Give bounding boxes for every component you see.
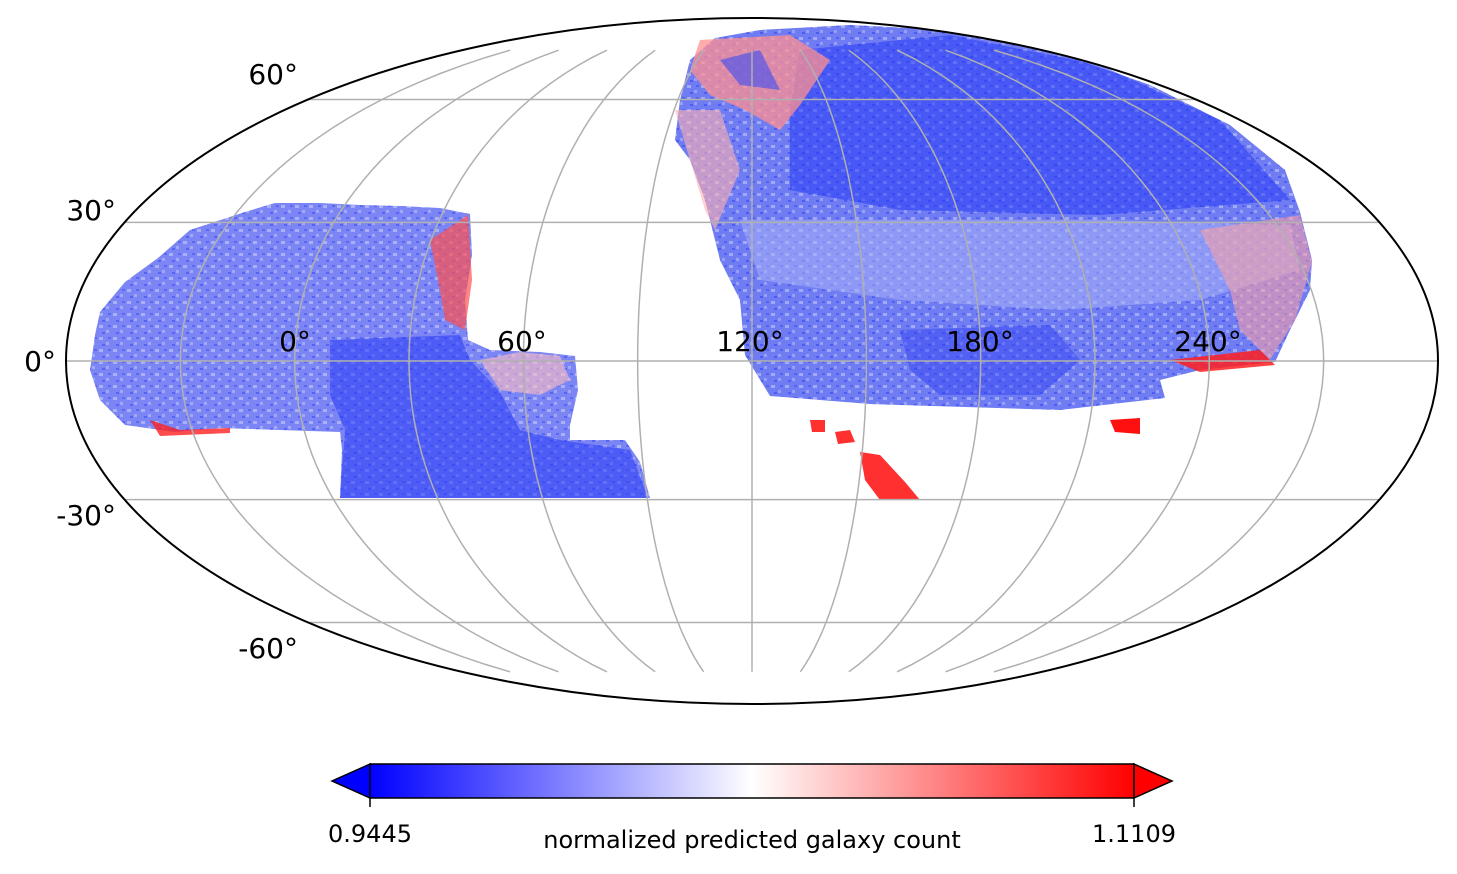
lon-tick-240: 240° — [1174, 325, 1241, 358]
lon-tick-180: 180° — [946, 325, 1013, 358]
meridian-line — [636, 49, 705, 673]
colorbar-extend-high — [1133, 762, 1174, 800]
meridian-line — [945, 49, 1211, 673]
meridian-line — [848, 49, 982, 673]
meridian-line — [408, 49, 608, 673]
lat-tick-0: 0° — [24, 345, 56, 378]
colorbar-max-label: 1.1109 — [1092, 820, 1176, 848]
longitude-tick-labels: 0° 60° 120° 180° 240° — [279, 325, 1242, 358]
colorbar: 0.9445 1.1109 normalized predicted galax… — [328, 762, 1176, 854]
meridian-line — [896, 49, 1096, 673]
lon-tick-0: 0° — [279, 325, 311, 358]
colorbar-gradient — [369, 763, 1135, 799]
map-outline — [65, 17, 1439, 705]
lon-tick-60: 60° — [497, 325, 547, 358]
meridian-line — [993, 49, 1325, 673]
latitude-tick-labels: 60° 30° 0° -30° -60° — [24, 58, 298, 665]
southern-islands-region — [810, 420, 920, 500]
lat-tick-minus60: -60° — [238, 632, 298, 665]
lat-tick-30: 30° — [66, 194, 116, 227]
colorbar-title: normalized predicted galaxy count — [543, 826, 961, 854]
map-data-layer — [90, 25, 1312, 500]
meridian-line — [179, 49, 511, 673]
lat-tick-60: 60° — [248, 58, 298, 91]
colorbar-min-label: 0.9445 — [328, 820, 412, 848]
lon-tick-120: 120° — [716, 325, 783, 358]
lat-tick-minus30: -30° — [56, 499, 116, 532]
meridian-line — [293, 49, 559, 673]
graticule — [66, 49, 1438, 673]
colorbar-extend-low — [330, 762, 371, 800]
meridian-line — [799, 49, 868, 673]
meridian-line — [522, 49, 656, 673]
